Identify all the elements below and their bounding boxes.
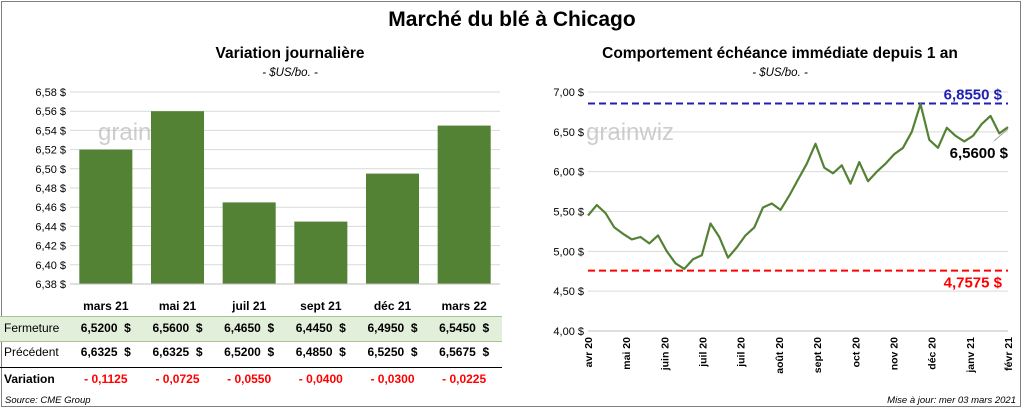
line-y-tick-label: 6,00 $ (553, 167, 584, 179)
bar-x-tick-label: mars 22 (441, 299, 487, 313)
last-value-leader (993, 128, 1009, 142)
table-cell: 6,5250 $ (367, 345, 418, 359)
table-cell: 6,5450 $ (439, 321, 490, 335)
bar-x-tick-label: sept 21 (300, 299, 342, 313)
line-x-tick-label: févr 21 (1003, 337, 1015, 371)
bar-y-tick-label: 6,54 $ (35, 125, 66, 137)
row-label-precedent: Précédent (4, 345, 59, 359)
bar-y-tick-label: 6,42 $ (35, 241, 66, 253)
line-y-tick-label: 4,00 $ (553, 326, 584, 338)
bar-x-tick-label: mars 21 (83, 299, 129, 313)
bar-chart: 6,38 $ 6,40 $ 6,42 $ 6,44 $ 6,46 $ 6,48 $ 6,50… (35, 87, 500, 313)
line-x-tick-label: oct 20 (850, 337, 862, 368)
line-chart: 4,00 $ 4,50 $ 5,00 $ 5,50 $ 6,00 $ 6,50 $ 7,00… (553, 87, 1015, 374)
low-label: 4,7575 $ (944, 275, 1003, 292)
update-note: Mise à jour: mer 03 mars 2021 (887, 395, 1016, 406)
line-x-tick-label: mai 20 (621, 337, 633, 370)
bar-y-tick-label: 6,46 $ (35, 202, 66, 214)
bar-x-tick-label: déc 21 (374, 299, 412, 313)
bar-y-tick-label: 6,50 $ (35, 164, 66, 176)
line-x-tick-label: déc 20 (927, 337, 939, 370)
bar-y-tick-label: 6,38 $ (35, 279, 66, 291)
table-row-fermeture: Fermeture 6,5200 $ 6,5600 $ 6,4650 $ 6,4450… (0, 316, 502, 342)
bar-chart-subtitle: - $US/bo. - (262, 67, 318, 79)
table-row-precedent: Précédent 6,6325 $ 6,6325 $ 6,5200 $ 6,4850… (0, 341, 502, 365)
table-cell: 6,5600 $ (152, 321, 203, 335)
table-cell: 6,4650 $ (224, 321, 275, 335)
line-x-tick-label: août 20 (774, 337, 786, 374)
bar-y-tick-label: 6,40 $ (35, 260, 66, 272)
line-x-tick-label: juin 20 (659, 337, 671, 371)
bar-y-tick-label: 6,56 $ (35, 106, 66, 118)
main-title: Marché du blé à Chicago (388, 8, 636, 31)
bar-y-tick-label: 6,48 $ (35, 183, 66, 195)
price-series-line (587, 102, 1009, 270)
table-cell: 6,4950 $ (367, 321, 418, 335)
table-cell: 6,5200 $ (80, 321, 131, 335)
bar-chart-title: Variation journalière (215, 45, 365, 62)
line-chart-subtitle: - $US/bo. - (752, 67, 808, 79)
bar-x-tick-label: juil 21 (231, 299, 266, 313)
line-y-tick-label: 7,00 $ (553, 87, 584, 99)
bar-y-tick-label: 6,58 $ (35, 87, 66, 99)
source-note: Source: CME Group (5, 395, 91, 406)
line-x-tick-label: sept 20 (812, 337, 824, 373)
table-cell: 6,6325 $ (80, 345, 131, 359)
bar-5 (437, 125, 491, 284)
table-cell: - 0,0725 (155, 372, 200, 386)
table-cell: 6,4450 $ (295, 321, 346, 335)
table-cell: - 0,1125 (84, 372, 128, 386)
line-x-tick-label: juil 20 (736, 337, 748, 368)
row-label-variation: Variation (4, 372, 55, 386)
bar-x-tick-label: mai 21 (159, 299, 197, 313)
row-label-fermeture: Fermeture (4, 321, 60, 335)
bar-0 (79, 149, 133, 284)
line-y-tick-label: 5,00 $ (553, 246, 584, 258)
bar-y-tick-label: 6,52 $ (35, 145, 66, 157)
table-cell: - 0,0225 (442, 372, 487, 386)
high-label: 6,8550 $ (944, 87, 1003, 104)
table-cell: 6,5200 $ (224, 345, 275, 359)
line-x-tick-label: avr 20 (583, 337, 595, 368)
bar-y-tick-label: 6,44 $ (35, 221, 66, 233)
line-y-tick-label: 4,50 $ (553, 286, 584, 298)
bar-4 (365, 173, 420, 284)
table-row-variation: Variation - 0,1125 - 0,0725 - 0,0550 - 0,04… (0, 367, 502, 392)
line-y-tick-label: 5,50 $ (553, 207, 584, 219)
bar-2 (222, 202, 276, 284)
table-cell: 6,4850 $ (295, 345, 346, 359)
line-x-tick-label: nov 20 (888, 337, 900, 370)
table-cell: 6,6325 $ (152, 345, 203, 359)
table-cell: 6,5675 $ (439, 345, 490, 359)
line-x-tick-label: juil 20 (698, 337, 710, 368)
table-cell: - 0,0550 (227, 372, 272, 386)
line-y-tick-label: 6,50 $ (553, 127, 584, 139)
last-value-label: 6,5600 $ (950, 145, 1009, 162)
watermark-logo: grainwiz (586, 119, 674, 146)
bar-3 (294, 221, 348, 284)
table-cell: - 0,0300 (370, 372, 415, 386)
line-x-tick-label: janv 21 (965, 337, 977, 374)
table-cell: - 0,0400 (298, 372, 343, 386)
line-chart-title: Comportement échéance immédiate depuis 1… (602, 45, 958, 62)
bar-1 (150, 111, 205, 284)
